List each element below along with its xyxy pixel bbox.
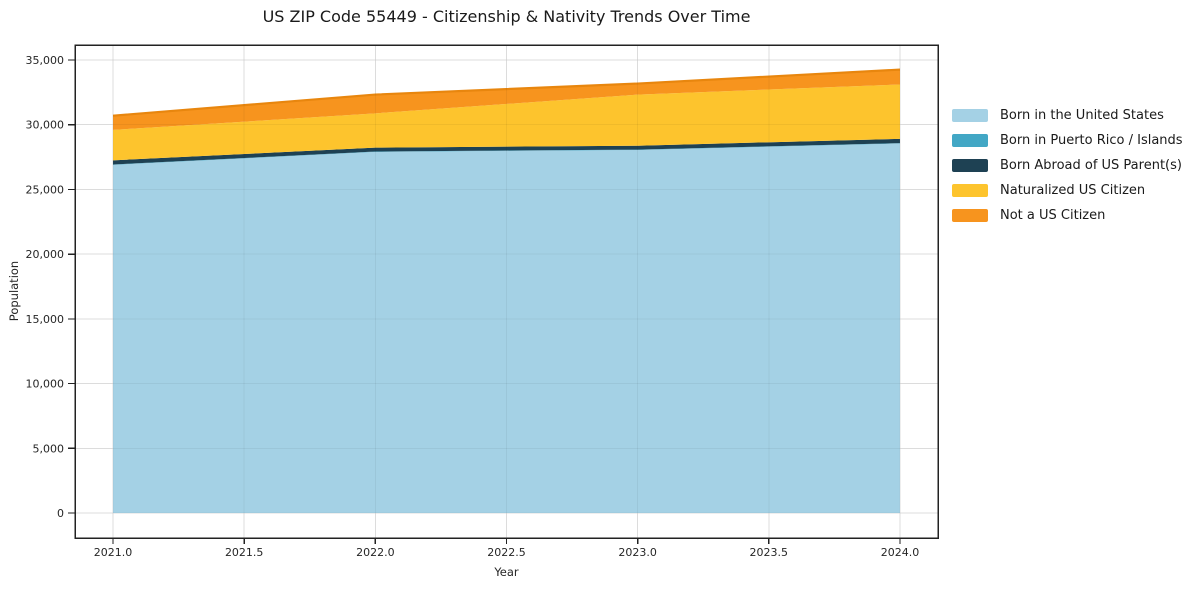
y-tick-label: 0 — [57, 507, 64, 520]
legend-swatch — [952, 184, 988, 197]
legend-item-born-abroad-of-us-parent-s: Born Abroad of US Parent(s) — [952, 153, 1183, 178]
legend-swatch — [952, 209, 988, 222]
x-axis-label: Year — [494, 565, 519, 579]
y-tick-label: 35,000 — [26, 54, 65, 67]
area-born-in-the-united-states — [113, 143, 900, 514]
legend-label: Born in Puerto Rico / Islands — [1000, 133, 1183, 148]
legend-swatch — [952, 109, 988, 122]
y-tick-label: 30,000 — [26, 119, 65, 132]
legend-swatch — [952, 134, 988, 147]
y-tick-label: 15,000 — [26, 313, 65, 326]
legend-label: Born Abroad of US Parent(s) — [1000, 158, 1182, 173]
x-tick-label: 2022.5 — [487, 546, 526, 559]
chart-title: US ZIP Code 55449 - Citizenship & Nativi… — [262, 7, 751, 26]
x-tick-label: 2021.5 — [225, 546, 264, 559]
area-born-in-puerto-rico-islands — [113, 143, 900, 165]
legend-label: Born in the United States — [1000, 108, 1164, 123]
legend: Born in the United States Born in Puerto … — [952, 103, 1183, 228]
legend-label: Naturalized US Citizen — [1000, 183, 1146, 198]
total-top-edge — [112, 68, 901, 117]
legend-item-not-a-us-citizen: Not a US Citizen — [952, 203, 1183, 228]
legend-item-naturalized-us-citizen: Naturalized US Citizen — [952, 178, 1183, 203]
area-naturalized-us-citizen — [113, 84, 900, 161]
x-tick-label: 2023.0 — [618, 546, 657, 559]
x-tick-label: 2022.0 — [356, 546, 395, 559]
legend-item-born-in-the-united-states: Born in the United States — [952, 103, 1183, 128]
stacked-areas — [113, 69, 900, 514]
y-tick-label: 20,000 — [26, 248, 65, 261]
legend-swatch — [952, 159, 988, 172]
x-tick-label: 2023.5 — [750, 546, 789, 559]
legend-item-born-in-puerto-rico-islands: Born in Puerto Rico / Islands — [952, 128, 1183, 153]
legend-label: Not a US Citizen — [1000, 208, 1106, 223]
y-tick-label: 25,000 — [26, 183, 65, 196]
gridlines-overlay — [75, 45, 938, 538]
x-tick-label: 2021.0 — [94, 546, 133, 559]
area-born-abroad-of-us-parent-s — [113, 138, 900, 165]
y-tick-label: 10,000 — [26, 378, 65, 391]
y-tick-label: 5,000 — [33, 442, 65, 455]
area-not-a-us-citizen — [113, 69, 900, 130]
ticks — [68, 59, 901, 544]
x-tick-label: 2024.0 — [881, 546, 920, 559]
